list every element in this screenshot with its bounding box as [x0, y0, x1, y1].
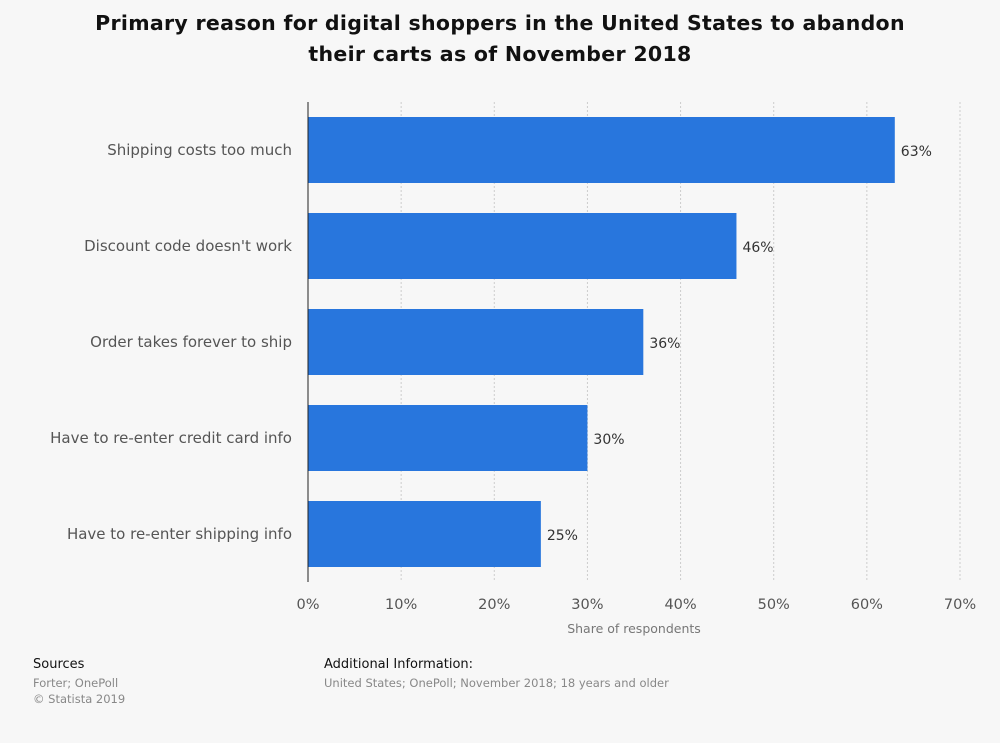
- data-label: 36%: [649, 336, 680, 352]
- bar: [308, 405, 588, 471]
- additional-info-text: United States; OnePoll; November 2018; 1…: [324, 676, 669, 690]
- data-label: 30%: [593, 432, 624, 448]
- x-axis-title: Share of respondents: [567, 621, 701, 636]
- data-label: 25%: [547, 528, 578, 544]
- sources-heading: Sources: [33, 657, 85, 672]
- x-tick-label: 60%: [851, 597, 883, 613]
- x-tick-label: 70%: [944, 597, 976, 613]
- sources-line-1: Forter; OnePoll: [33, 676, 119, 690]
- bar: [308, 213, 737, 279]
- x-tick-label: 40%: [664, 597, 696, 613]
- x-tick-label: 50%: [758, 597, 790, 613]
- chart-title: Primary reason for digital shoppers in t…: [40, 8, 960, 70]
- bar: [308, 501, 541, 567]
- bar-chart: 0% 10% 20% 30% 40% 50% 60% 70% Shipping costs to…: [50, 102, 976, 636]
- x-tick-label: 0%: [296, 597, 319, 613]
- x-tick-label: 10%: [385, 597, 417, 613]
- x-tick-label: 20%: [478, 597, 510, 613]
- category-label: Have to re-enter credit card info: [50, 429, 292, 447]
- additional-info-heading: Additional Information:: [324, 657, 474, 672]
- category-label: Shipping costs too much: [107, 141, 292, 159]
- chart-title-line-2: their carts as of November 2018: [308, 42, 692, 66]
- category-label: Have to re-enter shipping info: [67, 525, 292, 543]
- x-tick-label: 30%: [571, 597, 603, 613]
- sources-text: Forter; OnePoll © Statista 2019: [33, 675, 125, 707]
- chart-title-line-1: Primary reason for digital shoppers in t…: [95, 11, 905, 35]
- category-label: Discount code doesn't work: [84, 237, 292, 255]
- data-label: 46%: [742, 240, 773, 256]
- sources-line-2: © Statista 2019: [33, 692, 126, 706]
- bar: [308, 309, 644, 375]
- category-label: Order takes forever to ship: [90, 333, 292, 351]
- data-label: 63%: [901, 144, 932, 160]
- bar: [308, 117, 895, 183]
